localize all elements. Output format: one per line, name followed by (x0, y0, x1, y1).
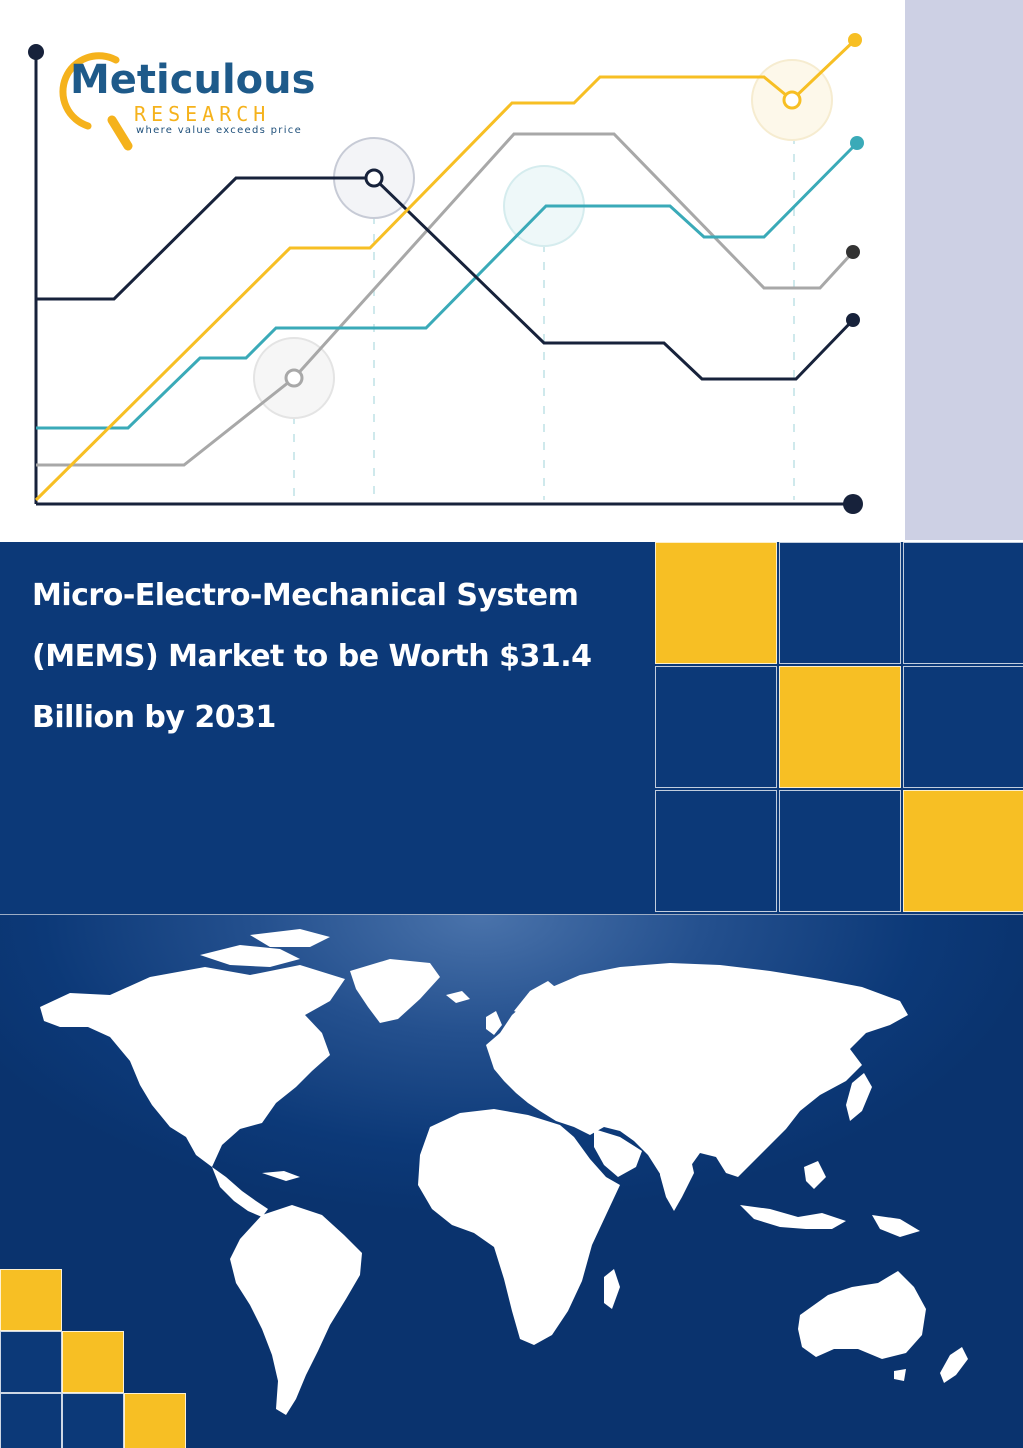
tile (655, 542, 777, 664)
brand-name: Meticulous (70, 57, 316, 103)
tile (124, 1393, 186, 1448)
tile (903, 790, 1023, 912)
tile (62, 1331, 124, 1393)
decorative-tile-grid (655, 542, 1023, 914)
world-map-section (0, 914, 1023, 1448)
tile (62, 1393, 124, 1448)
decorative-line-graph (28, 33, 864, 514)
brand-subtitle: RESEARCH (134, 102, 271, 126)
tile (779, 790, 901, 912)
tile (903, 542, 1023, 664)
report-title: Micro-Electro-Mechanical System (MEMS) M… (32, 578, 592, 735)
magnifier-logo-icon (59, 52, 133, 151)
world-map-icon (40, 929, 968, 1415)
tile (779, 666, 901, 788)
tile (779, 542, 901, 664)
tile (0, 1331, 62, 1393)
tile (903, 666, 1023, 788)
brand-tagline: where value exceeds price (136, 125, 303, 136)
side-strip (905, 0, 1023, 540)
tile (0, 1393, 62, 1448)
tile (655, 666, 777, 788)
tile (655, 790, 777, 912)
brand-logo: Meticulous RESEARCH where value exceeds … (58, 46, 328, 151)
tile (0, 1269, 62, 1331)
hero-section: Meticulous RESEARCH where value exceeds … (0, 0, 1023, 542)
